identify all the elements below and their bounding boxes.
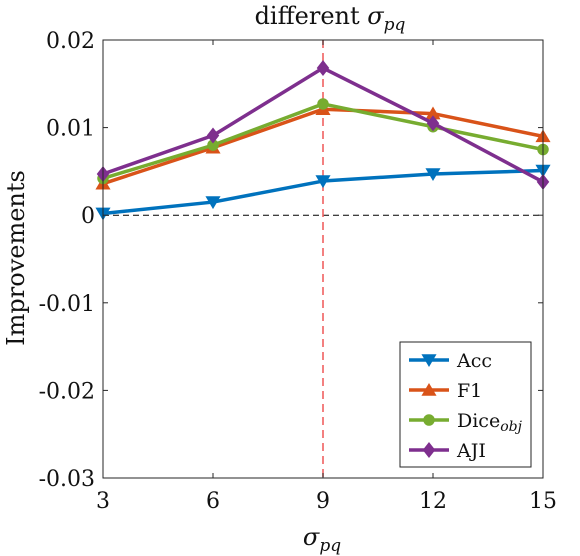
x-tick-label: 15 bbox=[529, 489, 557, 514]
data-point-aji bbox=[206, 127, 220, 144]
data-point-dice bbox=[317, 98, 329, 110]
legend-label-acc: Acc bbox=[456, 350, 492, 372]
data-point-acc bbox=[315, 175, 331, 189]
legend-box bbox=[399, 341, 532, 468]
legend-label-f1: F1 bbox=[457, 380, 482, 402]
y-tick-label: 0.01 bbox=[46, 117, 95, 142]
x-tick-label: 9 bbox=[316, 489, 330, 514]
x-tick-label: 3 bbox=[96, 489, 110, 514]
y-tick-label: 0.02 bbox=[46, 29, 95, 54]
x-axis-label: σpq bbox=[303, 523, 341, 556]
legend: Acc F1 Diceobj AJI bbox=[399, 341, 532, 468]
plot-area bbox=[95, 40, 551, 478]
x-tick-label: 12 bbox=[419, 489, 447, 514]
x-tick-label: 6 bbox=[206, 489, 220, 514]
data-point-acc bbox=[425, 168, 441, 182]
chart-title: different σpq bbox=[255, 2, 406, 35]
data-point-acc bbox=[205, 196, 221, 210]
legend-label-aji: AJI bbox=[456, 440, 486, 462]
axis-ticks: 3 6 9 12 15 0.02 0.01 0 -0.01 -0.02 -0.03 bbox=[39, 29, 557, 514]
y-tick-label: 0 bbox=[81, 204, 95, 229]
legend-label-dice: Diceobj bbox=[457, 410, 523, 435]
data-point-aji bbox=[426, 115, 440, 132]
legend-marker-acc bbox=[421, 354, 437, 368]
y-axis-label: Improvements bbox=[2, 170, 30, 346]
legend-marker-aji bbox=[422, 442, 436, 458]
legend-marker-dice bbox=[423, 414, 435, 426]
data-point-aji bbox=[316, 60, 330, 77]
series-line-dice bbox=[102, 102, 544, 181]
legend-marker-f1 bbox=[421, 382, 437, 396]
y-tick-label: -0.03 bbox=[39, 467, 95, 492]
y-tick-label: -0.02 bbox=[39, 379, 95, 404]
y-tick-label: -0.01 bbox=[39, 292, 95, 317]
